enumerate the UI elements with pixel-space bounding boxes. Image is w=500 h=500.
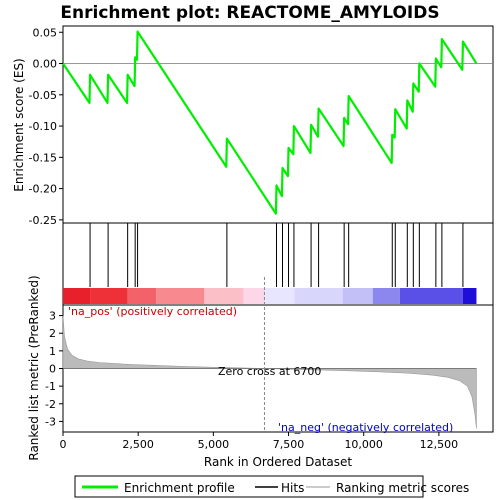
- chart-title: Enrichment plot: REACTOME_AMYLOIDS: [60, 3, 439, 23]
- band-segment: [63, 288, 91, 304]
- es-tick-label: 0.00: [33, 58, 58, 71]
- metric-tick-label: 2: [49, 327, 56, 340]
- pos-annotation: 'na_pos' (positively correlated): [68, 305, 237, 318]
- band-segment: [372, 288, 400, 304]
- band-segment: [342, 288, 373, 304]
- es-tick-label: -0.25: [29, 214, 57, 227]
- neg-annotation: 'na_neg' (negatively correlated): [278, 421, 453, 434]
- metric-axis-label: Ranked list metric (PreRanked): [27, 275, 41, 460]
- band-segment: [127, 288, 157, 304]
- metric-tick-label: 0: [49, 363, 56, 376]
- legend-metric-label: Ranking metric scores: [336, 481, 469, 495]
- legend-hits-label: Hits: [281, 481, 304, 495]
- enrichment-profile: [62, 30, 493, 215]
- x-axis-label: Rank in Ordered Dataset: [204, 455, 352, 469]
- rank-color-band: [63, 288, 477, 304]
- band-segment: [462, 288, 477, 304]
- hit-marks: [89, 223, 464, 287]
- ranking-metric-area: [62, 277, 477, 432]
- x-tick-label: 5,000: [198, 438, 230, 451]
- axes: 0.05 0.00 -0.05 -0.10 -0.15 -0.20 -0.25 3 2 1 0 -1 -…: [29, 26, 459, 451]
- x-tick-label: 2,500: [122, 438, 154, 451]
- band-segment: [156, 288, 205, 304]
- zero-cross-annotation: Zero cross at 6700: [218, 365, 321, 378]
- metric-tick-label: 1: [49, 345, 56, 358]
- band-segment: [399, 288, 463, 304]
- metric-tick-label: 3: [49, 310, 56, 323]
- band-segment: [90, 288, 128, 304]
- es-curve: [62, 30, 478, 215]
- es-tick-label: -0.15: [29, 151, 57, 164]
- es-tick-label: -0.10: [29, 120, 57, 133]
- legend-enrichment-label: Enrichment profile: [124, 481, 235, 495]
- band-segment: [243, 288, 265, 304]
- band-segment: [294, 288, 343, 304]
- x-tick-label: 0: [60, 438, 67, 451]
- es-panel-frame: [62, 25, 494, 224]
- es-tick-label: -0.05: [29, 89, 57, 102]
- es-tick-label: 0.05: [33, 26, 58, 39]
- es-axis-label: Enrichment score (ES): [12, 58, 26, 191]
- x-tick-label: 12,500: [420, 438, 459, 451]
- legend-box: [74, 475, 424, 498]
- es-tick-label: -0.20: [29, 183, 57, 196]
- metric-tick-label: -2: [45, 398, 56, 411]
- x-tick-label: 7,500: [273, 438, 305, 451]
- band-segment: [204, 288, 244, 304]
- x-tick-label: 10,000: [344, 438, 383, 451]
- metric-tick-label: -3: [45, 415, 56, 428]
- band-segment: [264, 288, 295, 304]
- metric-tick-label: -1: [45, 380, 56, 393]
